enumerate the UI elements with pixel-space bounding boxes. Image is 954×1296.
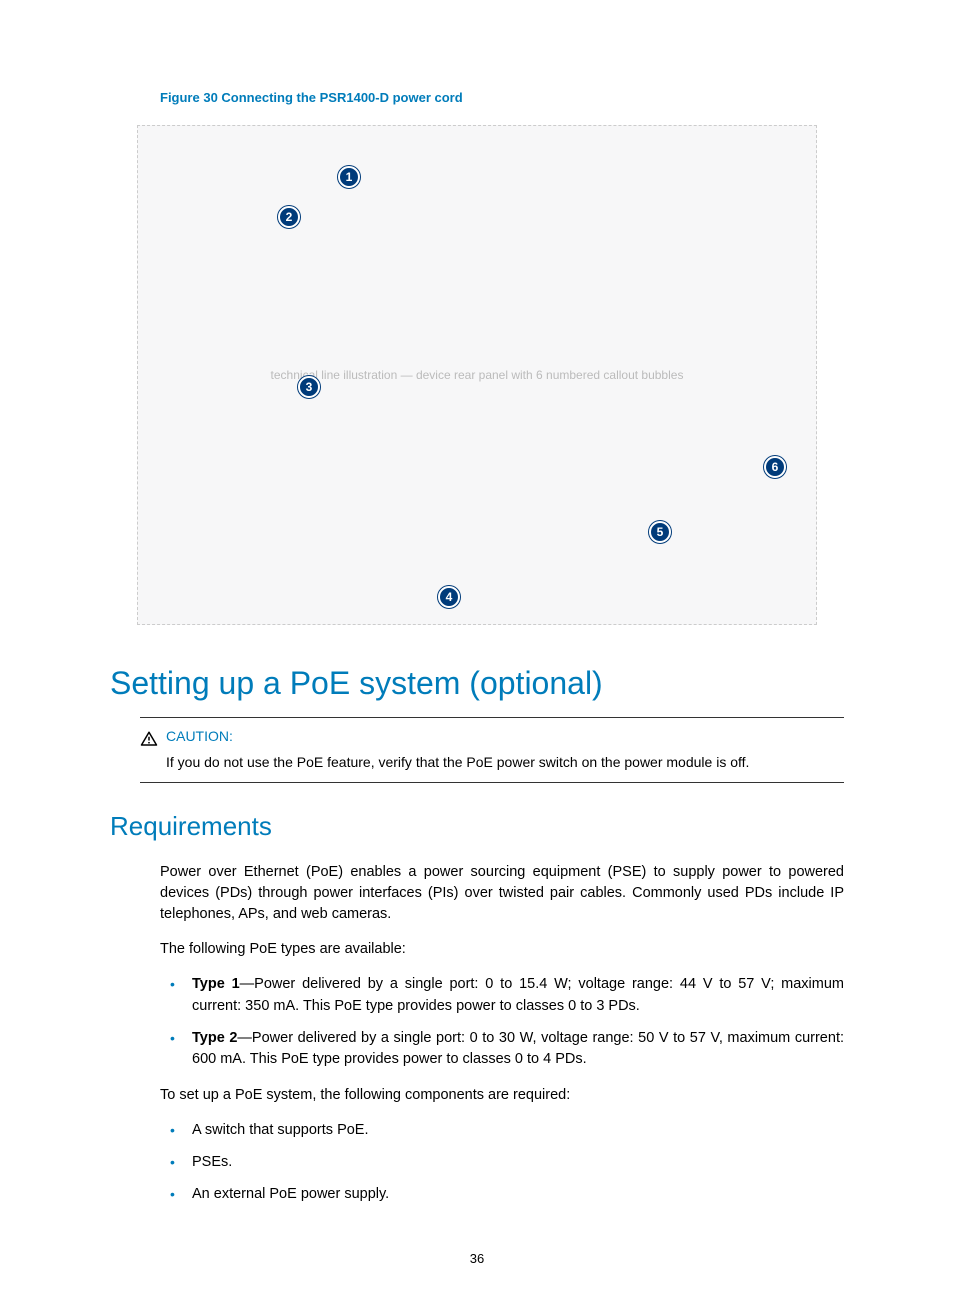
callout-1: 1 — [338, 166, 360, 188]
callout-6: 6 — [764, 456, 786, 478]
list-item: Type 2—Power delivered by a single port:… — [160, 1028, 844, 1072]
figure-caption: Figure 30 Connecting the PSR1400-D power… — [160, 90, 854, 105]
callout-4: 4 — [438, 586, 460, 608]
caution-text: If you do not use the PoE feature, verif… — [166, 754, 844, 770]
caution-label: CAUTION: — [166, 728, 233, 744]
section-heading-requirements: Requirements — [110, 811, 854, 842]
figure-placeholder-note: technical line illustration — device rea… — [271, 368, 684, 382]
callout-2: 2 — [278, 206, 300, 228]
caution-box: CAUTION: If you do not use the PoE featu… — [140, 717, 844, 783]
callout-5: 5 — [649, 521, 671, 543]
list-item: A switch that supports PoE. — [160, 1120, 844, 1142]
page-heading: Setting up a PoE system (optional) — [110, 665, 854, 702]
type-label: Type 1 — [192, 976, 240, 992]
component-bullet-list: A switch that supports PoE. PSEs. An ext… — [160, 1120, 844, 1205]
list-item: An external PoE power supply. — [160, 1184, 844, 1206]
list-item: PSEs. — [160, 1152, 844, 1174]
type-rest: —Power delivered by a single port: 0 to … — [192, 976, 844, 1014]
type-label: Type 2 — [192, 1030, 237, 1046]
components-lead-paragraph: To set up a PoE system, the following co… — [160, 1085, 844, 1106]
type-bullet-list: Type 1—Power delivered by a single port:… — [160, 974, 844, 1071]
page-number: 36 — [0, 1251, 954, 1266]
intro-paragraph: Power over Ethernet (PoE) enables a powe… — [160, 862, 844, 925]
type-rest: —Power delivered by a single port: 0 to … — [192, 1030, 844, 1068]
caution-icon — [140, 730, 158, 748]
figure-illustration: technical line illustration — device rea… — [137, 125, 817, 625]
list-item: Type 1—Power delivered by a single port:… — [160, 974, 844, 1018]
types-lead-paragraph: The following PoE types are available: — [160, 939, 844, 960]
callout-3: 3 — [298, 376, 320, 398]
